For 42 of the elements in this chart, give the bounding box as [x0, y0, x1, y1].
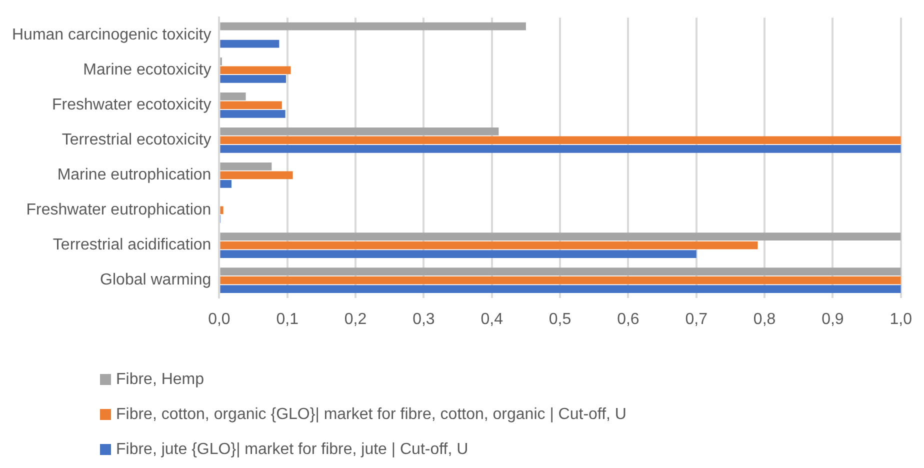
y-tick-label: Marine eutrophication [57, 166, 212, 184]
x-tick-label: 0,0 [208, 310, 230, 328]
bar [220, 101, 282, 110]
bar [220, 276, 901, 284]
x-tick-label: 0,4 [480, 310, 504, 328]
x-tick-label: 0,7 [685, 310, 708, 328]
x-tick-label: 0,6 [617, 310, 640, 328]
x-tick-label: 0,8 [753, 310, 776, 328]
bar [220, 206, 224, 214]
bar [220, 22, 526, 30]
x-tick-label: 0,5 [548, 310, 572, 328]
bar [220, 66, 291, 74]
y-tick-label: Human carcinogenic toxicity [12, 26, 212, 44]
y-tick-label: Freshwater eutrophication [26, 202, 212, 219]
bar [220, 180, 232, 188]
bar [220, 92, 246, 100]
bar [220, 136, 901, 144]
y-tick-label: Freshwater ecotoxicity [52, 96, 212, 114]
x-tick-label: 1,0 [890, 310, 912, 328]
bar [220, 232, 901, 240]
bar [220, 74, 286, 83]
x-tick-label: 0,2 [344, 310, 367, 328]
x-tick-label: 0,3 [412, 310, 435, 328]
legend-label: Fibre, cotton, organic {GLO}| market for fibre, cotton, organic | Cut-off, U [116, 406, 626, 424]
bar [220, 250, 696, 258]
bar [220, 162, 272, 170]
x-tick-label: 0,1 [276, 310, 299, 328]
x-tick-label: 0,9 [822, 310, 844, 328]
bar [220, 40, 280, 48]
bar [220, 110, 286, 118]
bar [220, 241, 758, 250]
bar [220, 171, 293, 180]
bar [220, 145, 901, 153]
y-tick-label: Global warming [100, 272, 212, 289]
y-tick-label: Terrestrial acidification [52, 236, 212, 254]
bar [220, 285, 901, 293]
bar [220, 127, 499, 136]
y-tick-label: Marine ecotoxicity [83, 62, 212, 79]
y-tick-label: Terrestrial ecotoxicity [62, 132, 212, 149]
legend-label: Fibre, Hemp [116, 370, 204, 388]
bar [220, 268, 901, 276]
legend-label: Fibre, jute {GLO}| market for fibre, jute | Cut-off, U [116, 440, 468, 458]
